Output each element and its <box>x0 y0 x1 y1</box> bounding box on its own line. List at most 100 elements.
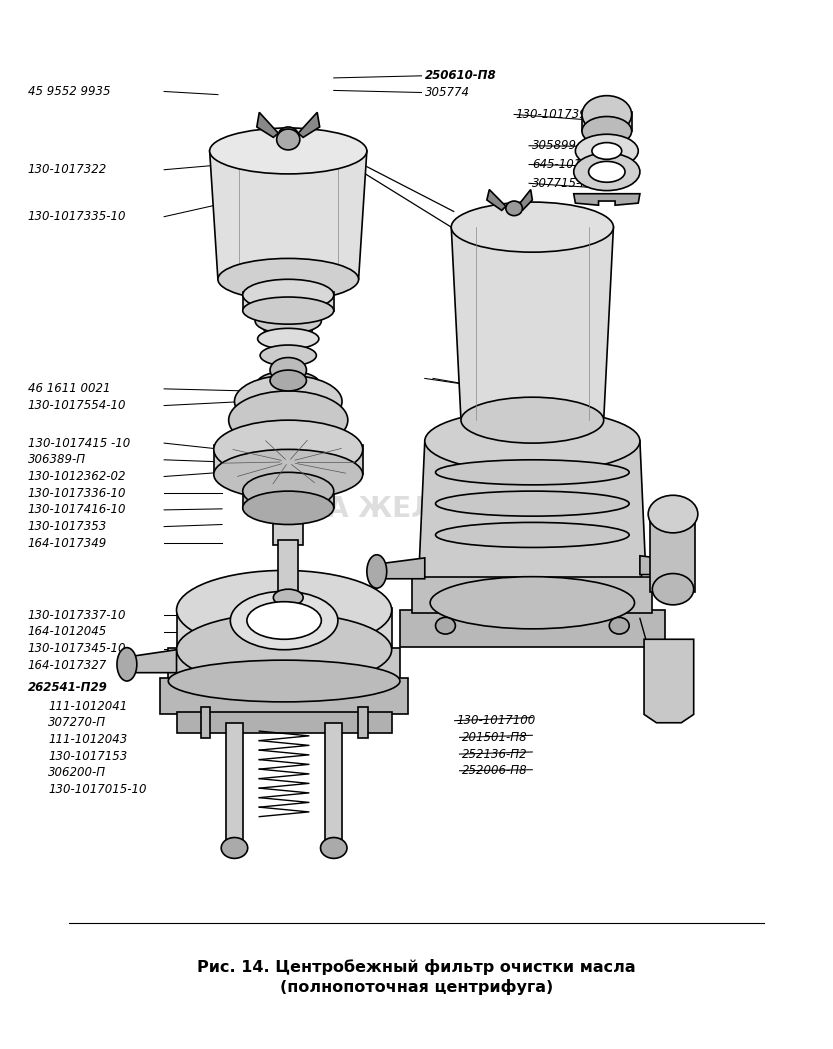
Text: 130-1017322: 130-1017322 <box>27 164 107 176</box>
Text: 130-1017336-10: 130-1017336-10 <box>27 487 126 499</box>
Polygon shape <box>127 649 177 672</box>
Ellipse shape <box>506 201 522 216</box>
Ellipse shape <box>257 371 320 397</box>
Ellipse shape <box>451 202 613 252</box>
Polygon shape <box>574 194 640 206</box>
Bar <box>242 489 334 508</box>
Bar <box>326 723 342 848</box>
Polygon shape <box>451 228 613 421</box>
Bar <box>412 577 652 614</box>
Text: 250610-П8: 250610-П8 <box>425 69 496 82</box>
Bar <box>227 723 242 848</box>
Text: 252136-П2: 252136-П2 <box>462 748 527 761</box>
Text: 130-1017015-10: 130-1017015-10 <box>48 783 147 796</box>
Ellipse shape <box>574 153 640 191</box>
Ellipse shape <box>214 421 362 478</box>
Text: 130-1017100: 130-1017100 <box>456 714 536 727</box>
Polygon shape <box>644 639 694 723</box>
Ellipse shape <box>576 134 638 168</box>
Text: 130-1017416-10: 130-1017416-10 <box>27 504 126 516</box>
Text: 262541-П29: 262541-П29 <box>27 681 107 693</box>
Ellipse shape <box>270 358 307 383</box>
Polygon shape <box>298 112 320 137</box>
Text: 130-1017398-10: 130-1017398-10 <box>516 108 614 121</box>
Bar <box>214 445 362 474</box>
Text: 130-1017554-10: 130-1017554-10 <box>27 399 126 412</box>
Text: 111-1012041: 111-1012041 <box>48 700 127 712</box>
Ellipse shape <box>229 391 348 449</box>
Bar <box>201 707 211 738</box>
Ellipse shape <box>277 129 300 150</box>
Bar <box>177 608 392 649</box>
Ellipse shape <box>177 614 392 686</box>
Ellipse shape <box>436 618 456 634</box>
Text: 130 - 1017563: 130 - 1017563 <box>482 381 577 393</box>
Text: 130-1012362-02: 130-1012362-02 <box>27 470 126 483</box>
Text: 306389-П: 306389-П <box>27 453 86 467</box>
Text: 130-1017335-10: 130-1017335-10 <box>27 210 126 223</box>
Text: 164-1017327: 164-1017327 <box>27 659 107 671</box>
Text: 164-1012045: 164-1012045 <box>27 625 107 639</box>
Ellipse shape <box>648 495 698 533</box>
Ellipse shape <box>242 279 334 311</box>
Text: 130-1017010-01: 130-1017010-01 <box>478 486 577 498</box>
Ellipse shape <box>273 590 303 606</box>
Ellipse shape <box>222 837 247 858</box>
Text: 201501-П8: 201501-П8 <box>462 731 527 744</box>
Bar <box>357 707 367 738</box>
Ellipse shape <box>461 398 604 443</box>
Ellipse shape <box>430 577 635 628</box>
Ellipse shape <box>247 602 322 639</box>
Ellipse shape <box>425 410 640 472</box>
Text: 130-1017337-10: 130-1017337-10 <box>27 608 126 622</box>
Text: 111-1012043: 111-1012043 <box>48 733 127 746</box>
Text: 305899-П: 305899-П <box>532 140 591 152</box>
Bar <box>160 678 408 714</box>
Ellipse shape <box>177 571 392 649</box>
Ellipse shape <box>270 370 307 391</box>
Ellipse shape <box>242 297 334 324</box>
Ellipse shape <box>582 116 631 146</box>
Ellipse shape <box>218 258 358 300</box>
Ellipse shape <box>231 592 338 649</box>
Bar <box>273 384 303 545</box>
Text: 130-1017415 -10: 130-1017415 -10 <box>27 436 130 450</box>
Text: 130-1017345-10: 130-1017345-10 <box>27 642 126 656</box>
Bar <box>242 292 334 311</box>
Polygon shape <box>210 151 367 279</box>
Text: Рис. 14. Центробежный фильтр очистки масла: Рис. 14. Центробежный фильтр очистки мас… <box>197 959 636 975</box>
Text: 46 1611 0021: 46 1611 0021 <box>27 382 110 395</box>
Text: 300393-П: 300393-П <box>486 452 545 466</box>
Ellipse shape <box>117 647 137 681</box>
Text: 645-1017351: 645-1017351 <box>532 158 611 171</box>
Text: 130-1017153: 130-1017153 <box>48 750 127 763</box>
Ellipse shape <box>257 328 319 349</box>
Text: 164-1017349: 164-1017349 <box>27 537 107 550</box>
Ellipse shape <box>321 837 347 858</box>
Polygon shape <box>486 190 506 211</box>
Bar <box>582 112 631 131</box>
Bar <box>650 514 696 593</box>
Polygon shape <box>257 112 278 137</box>
Text: 130-1017353: 130-1017353 <box>27 520 107 533</box>
Ellipse shape <box>255 308 322 334</box>
Ellipse shape <box>210 128 367 174</box>
Text: 45 9552 9935: 45 9552 9935 <box>27 85 110 98</box>
Ellipse shape <box>436 522 629 548</box>
Polygon shape <box>419 441 646 603</box>
Polygon shape <box>377 558 425 579</box>
Ellipse shape <box>367 555 387 588</box>
Ellipse shape <box>214 449 362 499</box>
Bar <box>400 611 665 646</box>
Ellipse shape <box>609 618 629 634</box>
Ellipse shape <box>436 459 629 485</box>
Text: ГАНЗА ЖЕЛЕЗЯКА: ГАНЗА ЖЕЛЕЗЯКА <box>245 495 538 522</box>
Polygon shape <box>640 556 675 575</box>
Bar <box>168 647 400 681</box>
Text: 431410-3829030: 431410-3829030 <box>478 434 581 448</box>
Ellipse shape <box>592 143 621 159</box>
Ellipse shape <box>260 345 317 366</box>
Text: 305774: 305774 <box>425 86 470 99</box>
Text: 4331-3829010: 4331-3829010 <box>478 469 566 481</box>
Text: 306200-П: 306200-П <box>48 767 107 779</box>
